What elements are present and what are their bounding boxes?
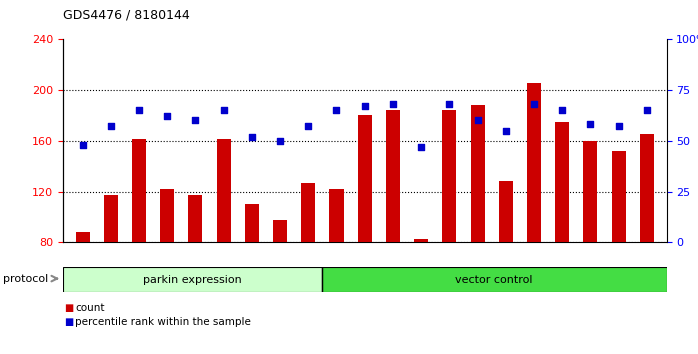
Point bbox=[641, 107, 653, 113]
Bar bbox=[611, 151, 625, 242]
Text: percentile rank within the sample: percentile rank within the sample bbox=[75, 317, 251, 327]
Bar bbox=[245, 204, 259, 242]
Bar bbox=[357, 115, 372, 242]
Text: ■: ■ bbox=[64, 317, 73, 327]
Text: GDS4476 / 8180144: GDS4476 / 8180144 bbox=[63, 9, 190, 22]
Bar bbox=[584, 141, 597, 242]
Bar bbox=[470, 105, 484, 242]
Bar bbox=[160, 189, 174, 242]
Bar bbox=[386, 110, 400, 242]
Point bbox=[444, 101, 455, 107]
Bar bbox=[527, 84, 541, 242]
Bar bbox=[273, 219, 287, 242]
FancyBboxPatch shape bbox=[63, 267, 322, 292]
Bar bbox=[414, 239, 428, 242]
Point bbox=[528, 101, 540, 107]
Point bbox=[162, 114, 173, 119]
Text: protocol: protocol bbox=[3, 274, 49, 284]
Text: parkin expression: parkin expression bbox=[143, 275, 242, 285]
Point bbox=[77, 142, 88, 148]
Bar bbox=[329, 189, 343, 242]
Point bbox=[500, 128, 512, 133]
Bar bbox=[104, 195, 118, 242]
Point bbox=[472, 118, 483, 123]
Point bbox=[246, 134, 258, 139]
Bar bbox=[188, 195, 202, 242]
FancyBboxPatch shape bbox=[322, 267, 667, 292]
Point bbox=[218, 107, 229, 113]
Bar bbox=[302, 183, 315, 242]
Point bbox=[190, 118, 201, 123]
Point bbox=[556, 107, 567, 113]
Point bbox=[303, 124, 314, 129]
Point bbox=[613, 124, 624, 129]
Text: ■: ■ bbox=[64, 303, 73, 313]
Point bbox=[387, 101, 399, 107]
Bar bbox=[132, 139, 146, 242]
Bar bbox=[640, 135, 654, 242]
Text: count: count bbox=[75, 303, 105, 313]
Point bbox=[359, 103, 370, 109]
Point bbox=[415, 144, 426, 150]
Bar bbox=[216, 139, 231, 242]
Point bbox=[133, 107, 144, 113]
Point bbox=[585, 122, 596, 127]
Point bbox=[105, 124, 117, 129]
Text: vector control: vector control bbox=[455, 275, 533, 285]
Point bbox=[274, 138, 285, 144]
Bar bbox=[75, 232, 89, 242]
Bar bbox=[498, 181, 513, 242]
Bar bbox=[443, 110, 456, 242]
Point bbox=[331, 107, 342, 113]
Bar bbox=[555, 122, 570, 242]
